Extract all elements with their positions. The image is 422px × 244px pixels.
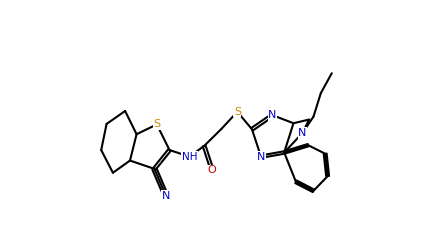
Text: NH: NH	[182, 152, 197, 162]
Text: S: S	[234, 107, 241, 117]
Text: N: N	[162, 191, 170, 201]
Text: N: N	[268, 110, 277, 120]
Text: O: O	[208, 165, 216, 175]
Text: N: N	[257, 152, 265, 162]
Text: S: S	[153, 120, 160, 129]
Text: N: N	[298, 128, 307, 138]
